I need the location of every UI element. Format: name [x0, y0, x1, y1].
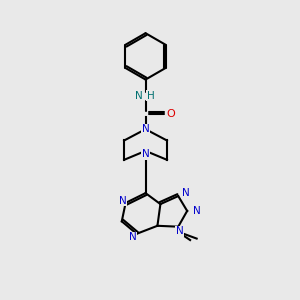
Text: N: N [129, 232, 137, 242]
Text: N: N [193, 206, 200, 216]
Text: N: N [135, 91, 143, 100]
Text: N: N [119, 196, 127, 206]
Text: N: N [142, 124, 149, 134]
Text: O: O [167, 109, 175, 119]
Text: N: N [142, 149, 149, 160]
Text: N: N [176, 226, 184, 236]
Text: N: N [182, 188, 190, 198]
Text: H: H [147, 91, 155, 100]
